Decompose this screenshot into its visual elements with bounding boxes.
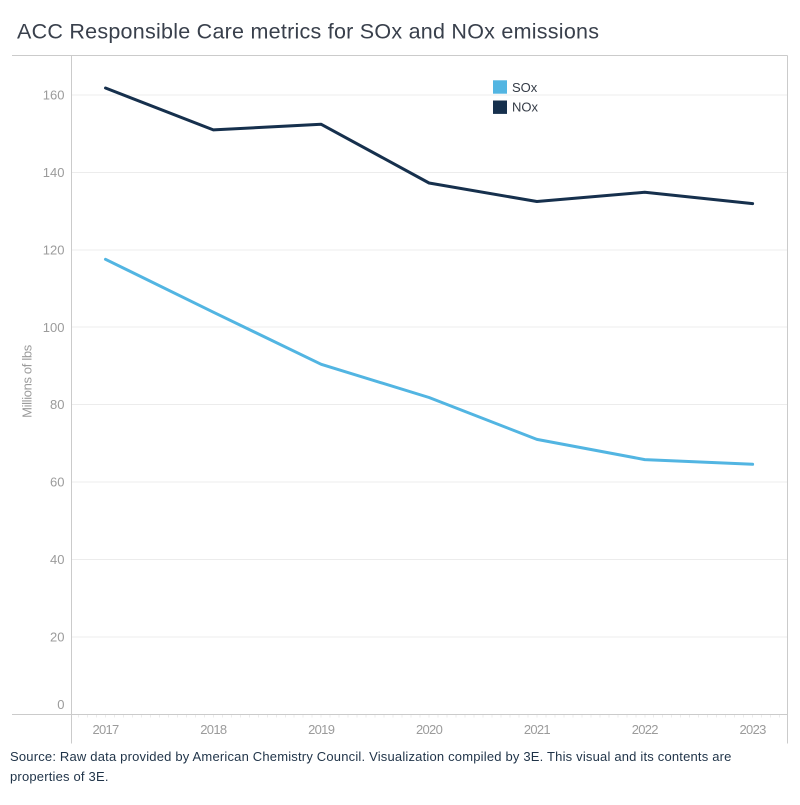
- svg-text:2019: 2019: [308, 722, 335, 737]
- svg-text:20: 20: [50, 630, 64, 645]
- svg-text:SOx: SOx: [512, 80, 538, 95]
- svg-text:Millions of lbs: Millions of lbs: [19, 344, 34, 418]
- svg-text:NOx: NOx: [512, 100, 539, 115]
- svg-text:140: 140: [43, 165, 65, 180]
- svg-text:ACC Responsible Care metrics f: ACC Responsible Care metrics for SOx and…: [17, 20, 599, 44]
- svg-text:2018: 2018: [200, 722, 227, 737]
- svg-text:0: 0: [57, 697, 64, 712]
- svg-text:Source: Raw data provided by A: Source: Raw data provided by American Ch…: [10, 749, 732, 764]
- svg-text:100: 100: [43, 320, 65, 335]
- svg-text:properties of 3E.: properties of 3E.: [10, 769, 109, 784]
- svg-text:120: 120: [43, 242, 65, 257]
- svg-text:2021: 2021: [524, 722, 551, 737]
- svg-text:2022: 2022: [632, 722, 659, 737]
- svg-text:40: 40: [50, 552, 64, 567]
- svg-text:2023: 2023: [740, 722, 767, 737]
- svg-text:2017: 2017: [92, 722, 119, 737]
- svg-text:60: 60: [50, 475, 64, 490]
- svg-text:2020: 2020: [416, 722, 443, 737]
- svg-text:160: 160: [43, 88, 65, 103]
- svg-text:80: 80: [50, 397, 64, 412]
